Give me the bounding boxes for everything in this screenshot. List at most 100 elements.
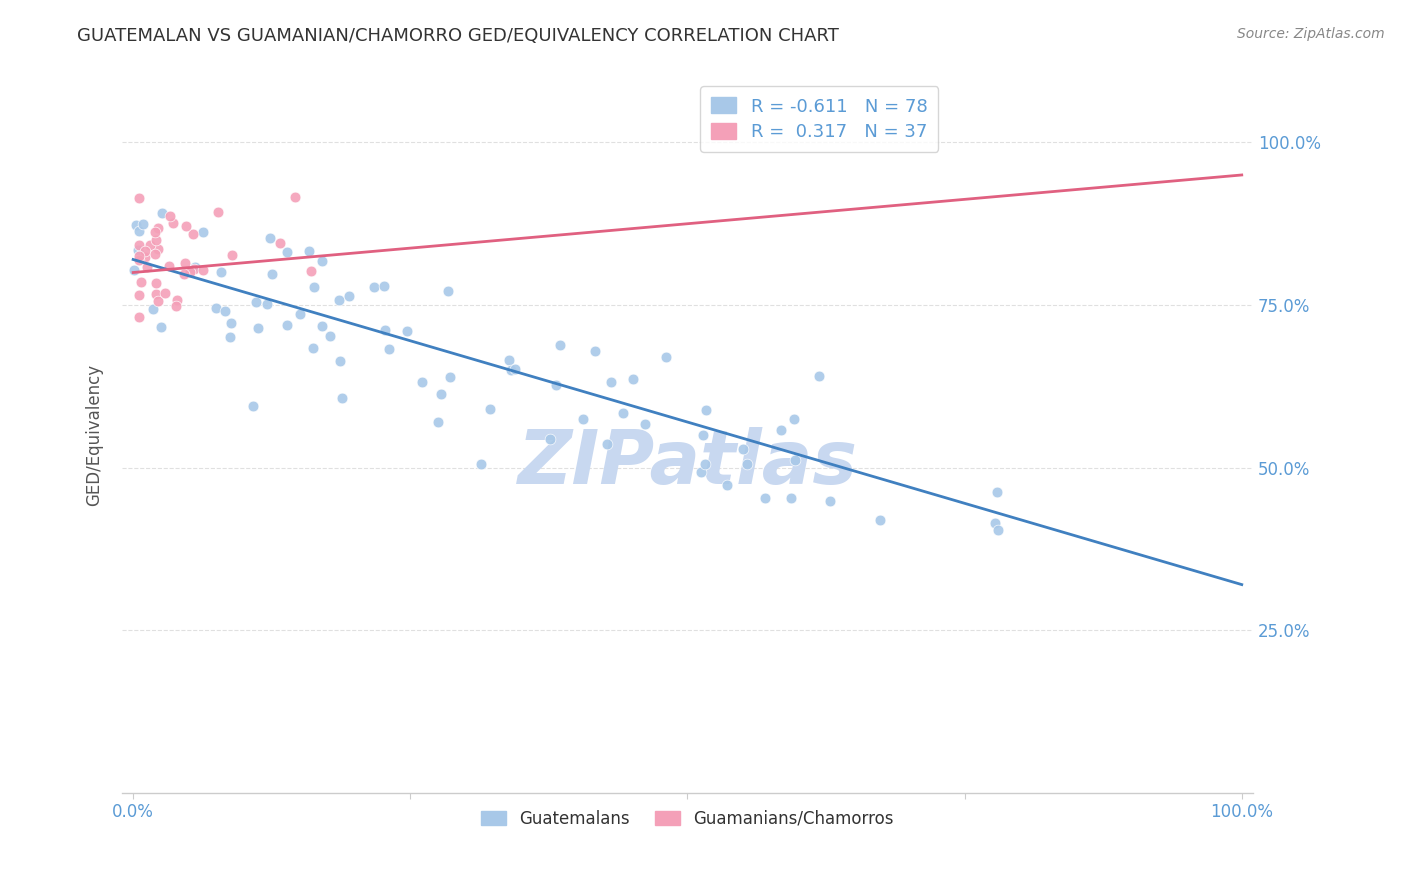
Point (499, 363, 522, 377)
Point (503, 361, 526, 376)
Point (770, 423, 793, 437)
Point (695, 402, 717, 417)
Point (132, 217, 155, 231)
Point (304, 280, 326, 294)
Point (783, 453, 806, 467)
Point (214, 303, 236, 318)
Point (363, 280, 385, 294)
Point (134, 250, 156, 264)
Point (869, 513, 891, 527)
Point (128, 288, 150, 302)
Point (127, 243, 149, 257)
Point (337, 289, 360, 303)
Point (311, 318, 333, 333)
Text: ZIPatlas: ZIPatlas (517, 427, 858, 500)
Point (256, 297, 278, 311)
Point (191, 262, 214, 277)
Point (621, 372, 644, 386)
Point (319, 329, 342, 343)
Point (498, 352, 520, 367)
Point (159, 209, 181, 223)
Point (328, 293, 350, 307)
Point (311, 254, 333, 268)
Point (818, 494, 841, 508)
Point (209, 265, 232, 279)
Point (166, 293, 188, 307)
Point (259, 231, 281, 245)
Point (276, 245, 298, 260)
Point (373, 279, 395, 293)
Point (548, 338, 571, 352)
Point (157, 260, 180, 274)
Point (145, 233, 167, 247)
Point (207, 204, 229, 219)
Point (983, 516, 1005, 531)
Point (174, 256, 197, 270)
Point (245, 294, 267, 309)
Point (634, 417, 657, 431)
Point (128, 310, 150, 325)
Point (986, 485, 1008, 500)
Point (143, 247, 166, 261)
Point (149, 320, 172, 334)
Point (146, 221, 169, 235)
Text: GUATEMALAN VS GUAMANIAN/CHAMORRO GED/EQUIVALENCY CORRELATION CHART: GUATEMALAN VS GUAMANIAN/CHAMORRO GED/EQU… (77, 27, 839, 45)
Point (596, 437, 619, 451)
Point (779, 491, 801, 505)
Point (242, 400, 264, 414)
Point (269, 235, 291, 250)
Point (143, 225, 166, 239)
Point (145, 286, 167, 301)
Point (655, 350, 678, 364)
Point (378, 343, 401, 357)
Text: Source: ZipAtlas.com: Source: ZipAtlas.com (1237, 27, 1385, 41)
Point (174, 219, 197, 233)
Point (179, 265, 201, 279)
Point (470, 457, 492, 471)
Point (183, 260, 205, 274)
Point (538, 433, 561, 447)
Point (288, 307, 311, 321)
Point (612, 406, 634, 420)
Point (754, 491, 776, 505)
Point (437, 284, 460, 298)
Point (987, 523, 1010, 537)
Point (544, 377, 567, 392)
Point (374, 323, 396, 337)
Point (783, 412, 806, 426)
Point (692, 427, 714, 442)
Point (139, 238, 162, 252)
Point (145, 276, 167, 290)
Point (735, 457, 758, 471)
Point (247, 321, 270, 335)
Point (219, 316, 242, 330)
Point (807, 368, 830, 383)
Point (128, 249, 150, 263)
Point (426, 416, 449, 430)
Point (299, 264, 322, 278)
Point (690, 465, 713, 479)
Point (572, 411, 595, 425)
Point (411, 375, 433, 389)
Point (260, 268, 283, 282)
Point (136, 260, 159, 274)
Point (148, 242, 170, 256)
Point (134, 244, 156, 258)
Legend: Guatemalans, Guamanians/Chamorros: Guatemalans, Guamanians/Chamorros (474, 803, 900, 834)
Point (583, 344, 606, 359)
Point (733, 442, 755, 457)
Point (276, 318, 298, 333)
Point (122, 263, 145, 277)
Point (129, 275, 152, 289)
Point (128, 252, 150, 267)
Y-axis label: GED/Equivalency: GED/Equivalency (86, 364, 103, 506)
Point (330, 391, 353, 405)
Point (191, 225, 214, 239)
Point (284, 190, 307, 204)
Point (128, 191, 150, 205)
Point (162, 216, 184, 230)
Point (142, 301, 165, 316)
Point (716, 478, 738, 492)
Point (439, 369, 461, 384)
Point (181, 227, 204, 242)
